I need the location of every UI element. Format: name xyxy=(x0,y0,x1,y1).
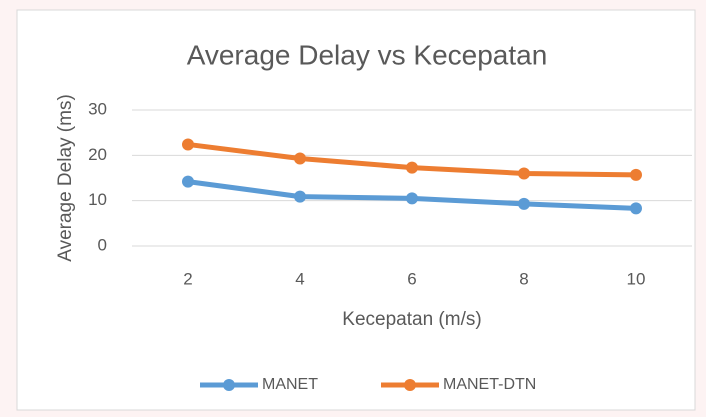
x-tick-label: 8 xyxy=(519,269,528,288)
data-point xyxy=(294,152,306,165)
legend-marker xyxy=(404,379,416,391)
chart-area xyxy=(16,9,696,411)
data-point xyxy=(518,197,530,210)
data-point xyxy=(630,202,642,215)
data-point xyxy=(518,167,530,180)
y-tick-label: 30 xyxy=(88,99,107,118)
legend-label: MANET-DTN xyxy=(443,376,536,393)
legend-label: MANET xyxy=(262,376,318,393)
legend-marker xyxy=(223,379,235,391)
data-point xyxy=(182,138,194,151)
y-tick-label: 20 xyxy=(88,145,107,164)
data-point xyxy=(406,192,418,205)
y-axis-label: Average Delay (ms) xyxy=(55,94,76,262)
x-tick-label: 4 xyxy=(295,269,304,288)
data-point xyxy=(182,175,194,188)
data-point xyxy=(630,168,642,181)
x-tick-label: 6 xyxy=(407,269,416,288)
x-axis-label: Kecepatan (m/s) xyxy=(342,309,481,330)
y-tick-label: 0 xyxy=(98,235,107,254)
x-tick-label: 2 xyxy=(183,269,192,288)
y-tick-label: 10 xyxy=(88,190,107,209)
data-point xyxy=(294,190,306,203)
chart-title: Average Delay vs Kecepatan xyxy=(187,39,548,70)
x-tick-label: 10 xyxy=(627,269,646,288)
data-point xyxy=(406,161,418,174)
